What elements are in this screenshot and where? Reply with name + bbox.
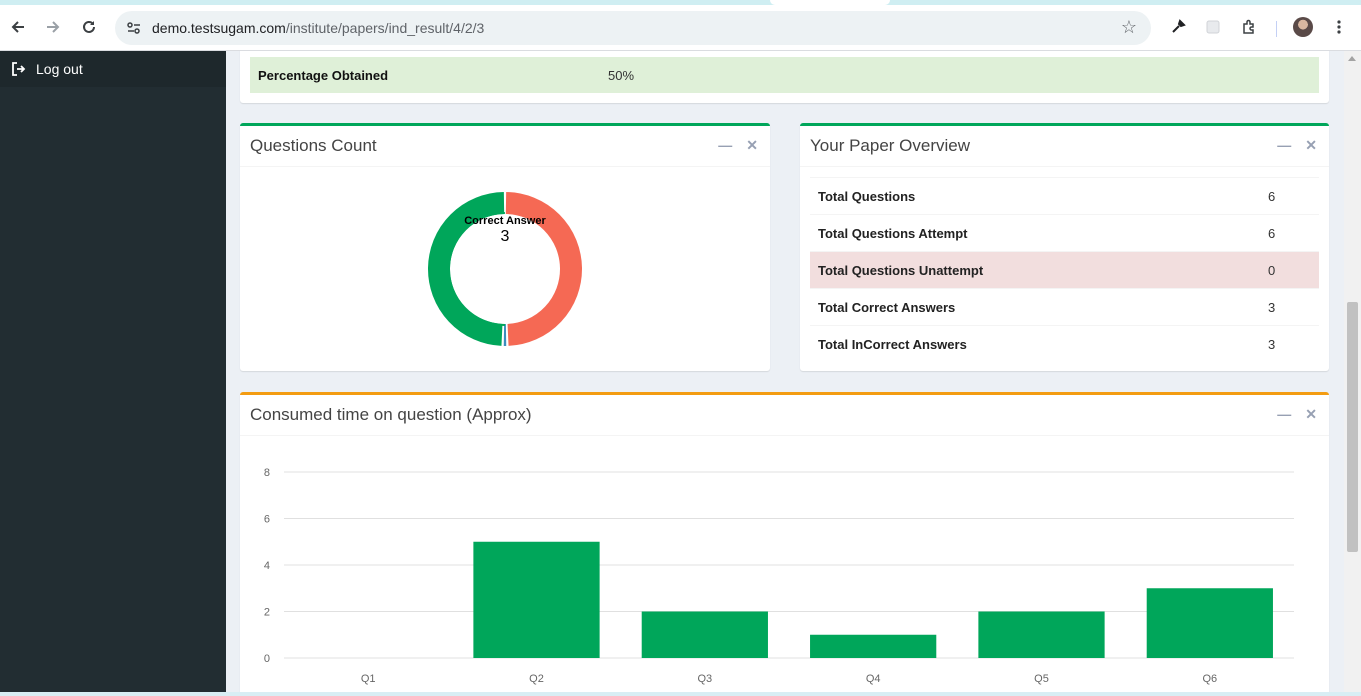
questions-count-box: Questions Count — ✕ Correct Answer 3 [240, 123, 770, 371]
bar-q2[interactable] [473, 541, 600, 658]
sidebar: Log out [0, 51, 226, 696]
result-summary-box: Percentage Obtained 50% [240, 51, 1329, 103]
close-icon[interactable]: ✕ [1305, 137, 1317, 153]
bottom-strip [0, 692, 1361, 696]
minimize-icon[interactable]: — [718, 137, 733, 153]
page-scrollbar[interactable] [1344, 51, 1361, 696]
table-row: Total Correct Answers 3 [810, 288, 1319, 325]
reload-icon[interactable] [77, 15, 101, 39]
browser-toolbar: demo.testsugam.com/institute/papers/ind_… [0, 5, 1361, 51]
questions-donut-chart [428, 192, 582, 346]
toolbar-separator [1276, 21, 1277, 37]
percentage-label: Percentage Obtained [258, 67, 389, 83]
site-info-icon[interactable] [124, 18, 144, 38]
active-tab[interactable] [770, 0, 890, 5]
donut-slice-correct[interactable] [428, 192, 505, 346]
minimize-icon[interactable]: — [1277, 137, 1292, 153]
x-tick-label: Q2 [529, 673, 544, 685]
row-label: Total Correct Answers [818, 299, 956, 315]
box-title: Your Paper Overview [810, 136, 971, 155]
bar-q4[interactable] [810, 634, 937, 658]
eyedropper-icon[interactable] [1167, 16, 1189, 38]
donut-inner-ring [448, 212, 506, 326]
x-tick-label: Q4 [866, 673, 881, 685]
y-tick-label: 6 [264, 514, 270, 526]
row-label: Total InCorrect Answers [818, 336, 967, 352]
box-title: Questions Count [250, 136, 377, 155]
box-tools: — ✕ [1277, 406, 1317, 423]
more-menu-icon[interactable] [1328, 16, 1350, 38]
consumed-time-bar-chart: 0 2 4 6 8 Q1 Q2 Q3 Q4 Q5 Q6 [264, 467, 1294, 685]
bar-q5[interactable] [978, 611, 1105, 659]
row-value: 0 [1268, 262, 1276, 278]
sidebar-item-logout[interactable]: Log out [0, 51, 226, 87]
extension-icon[interactable] [1202, 16, 1224, 38]
bar-q3[interactable] [641, 611, 768, 659]
row-value: 3 [1268, 299, 1276, 315]
consumed-time-box: Consumed time on question (Approx) — ✕ 0… [240, 392, 1329, 696]
box-header: Consumed time on question (Approx) — ✕ [240, 395, 1329, 436]
percentage-value: 50% [608, 67, 635, 83]
row-value: 6 [1268, 188, 1276, 204]
donut-slice-incorrect[interactable] [505, 192, 582, 346]
box-header: Questions Count — ✕ [240, 126, 770, 167]
profile-avatar[interactable] [1293, 17, 1313, 37]
box-header: Your Paper Overview — ✕ [800, 126, 1329, 167]
puzzle-extensions-icon[interactable] [1238, 16, 1260, 38]
percentage-row: Percentage Obtained 50% [250, 57, 1319, 93]
url-path: /institute/papers/ind_result/4/2/3 [285, 20, 485, 36]
close-icon[interactable]: ✕ [1305, 406, 1317, 422]
y-tick-label: 4 [264, 560, 270, 572]
scroll-up-arrow-icon[interactable] [1348, 56, 1356, 61]
donut-center-label: Correct Answer 3 [405, 215, 605, 246]
close-icon[interactable]: ✕ [746, 137, 758, 153]
tab-strip [0, 0, 1361, 5]
row-label: Total Questions Attempt [818, 225, 968, 241]
donut-center-title: Correct Answer [464, 215, 546, 227]
x-tick-label: Q1 [361, 673, 376, 685]
url-text[interactable]: demo.testsugam.com/institute/papers/ind_… [152, 20, 484, 36]
table-row: Total InCorrect Answers 3 [810, 325, 1319, 362]
bar-q6[interactable] [1146, 588, 1273, 658]
x-tick-label: Q3 [697, 673, 712, 685]
row-value: 3 [1268, 336, 1276, 352]
address-bar[interactable]: demo.testsugam.com/institute/papers/ind_… [115, 11, 1151, 45]
minimize-icon[interactable]: — [1277, 406, 1292, 422]
donut-center-value: 3 [500, 228, 510, 245]
table-row: Total Questions Unattempt 0 [810, 251, 1319, 288]
sidebar-item-label: Log out [36, 61, 83, 77]
table-row: Total Questions Attempt 6 [810, 214, 1319, 251]
table-row: Total Questions 6 [810, 177, 1319, 214]
y-tick-label: 8 [264, 467, 270, 479]
y-tick-label: 0 [264, 653, 270, 665]
x-tick-label: Q6 [1202, 673, 1217, 685]
box-tools: — ✕ [1277, 137, 1317, 154]
main-content: Percentage Obtained 50% Questions Count … [226, 51, 1344, 696]
back-arrow-icon[interactable] [6, 15, 30, 39]
overview-table: Total Questions 6 Total Questions Attemp… [810, 177, 1319, 362]
box-tools: — ✕ [718, 137, 758, 154]
sign-out-icon [12, 62, 26, 76]
row-label: Total Questions [818, 188, 916, 204]
paper-overview-box: Your Paper Overview — ✕ Total Questions … [800, 123, 1329, 371]
scroll-thumb[interactable] [1347, 302, 1358, 552]
box-title: Consumed time on question (Approx) [250, 405, 532, 424]
url-host: demo.testsugam.com [152, 20, 286, 36]
forward-arrow-icon[interactable] [41, 15, 65, 39]
bookmark-star-icon[interactable]: ☆ [1120, 17, 1137, 37]
y-tick-label: 2 [264, 607, 270, 619]
x-tick-label: Q5 [1034, 673, 1049, 685]
row-label: Total Questions Unattempt [818, 262, 984, 278]
row-value: 6 [1268, 225, 1276, 241]
